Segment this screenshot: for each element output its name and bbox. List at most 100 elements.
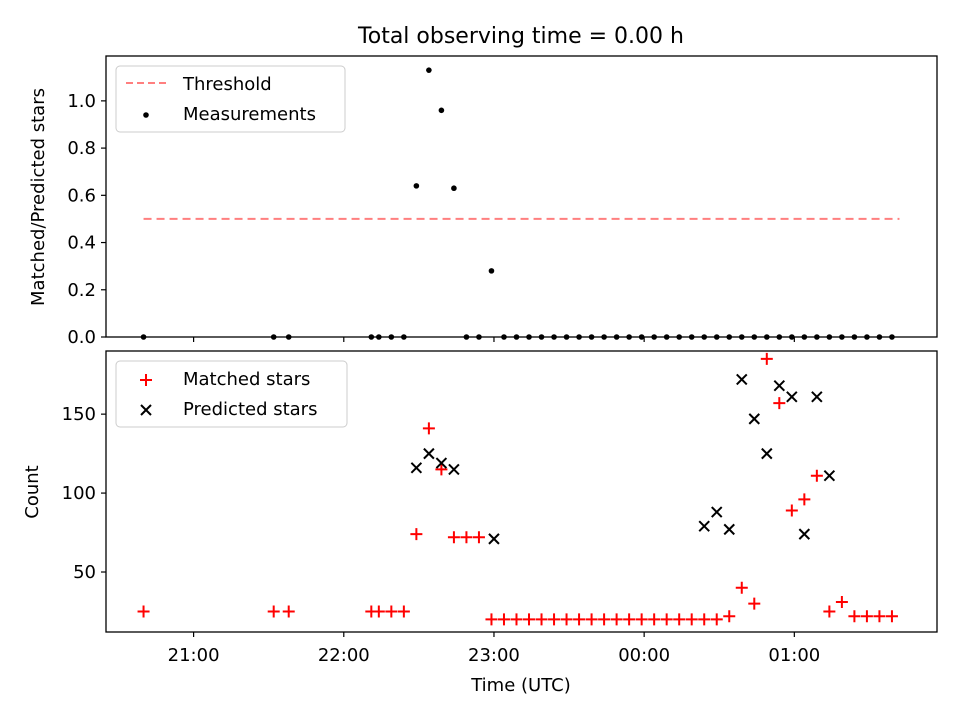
- predicted-stars-point: [786, 391, 798, 403]
- predicted-legend-marker: [140, 404, 152, 416]
- xtick-label: 22:00: [318, 645, 370, 666]
- matched-stars-point: [585, 613, 598, 626]
- top-ytick-label: 0.6: [67, 185, 96, 206]
- top-ytick-label: 0.4: [67, 233, 96, 254]
- threshold-legend-label: Threshold: [182, 74, 272, 95]
- matched-stars-point: [635, 613, 648, 626]
- x-axis-label: Time (UTC): [470, 675, 571, 696]
- matched-stars-point: [598, 613, 611, 626]
- top-ytick-label: 1.0: [67, 91, 96, 112]
- predicted-legend-label: Predicted stars: [183, 399, 317, 420]
- matched-stars-point: [860, 610, 873, 623]
- bottom-ylabel: Count: [22, 465, 43, 518]
- matched-stars-point: [698, 613, 711, 626]
- matched-stars-point: [810, 469, 823, 482]
- predicted-stars-point: [723, 523, 735, 536]
- predicted-stars-point: [773, 380, 786, 392]
- top-legend-box: [115, 65, 346, 133]
- bottom-panel: Count 21:00 22:00 23:00 00:00 01:0050100150 …: [22, 350, 938, 696]
- matched-stars-point: [648, 613, 661, 626]
- predicted-stars-point: [798, 528, 811, 540]
- measurements-legend-marker: [143, 112, 149, 118]
- matched-stars-point: [447, 531, 460, 544]
- measurement-point: [413, 183, 420, 189]
- predicted-stars-point: [488, 533, 500, 545]
- predicted-stars-point: [748, 413, 760, 425]
- bottom-ytick-label: 50: [73, 562, 96, 583]
- predicted-stars-point: [410, 462, 423, 474]
- matched-stars-point: [372, 605, 385, 618]
- matched-stars-point: [848, 610, 861, 623]
- bottom-ytick-label: 100: [62, 483, 96, 504]
- top-plot-area: 0.0 0.2 0.4 0.6 0.8 1.0: [67, 67, 900, 348]
- predicted-stars-point: [736, 373, 748, 386]
- top-ylabel: Matched/Predicted stars: [28, 88, 49, 306]
- matched-stars-point: [385, 605, 398, 618]
- matched-stars-point: [685, 613, 698, 626]
- matched-stars-point: [673, 613, 686, 626]
- matched-stars-point: [560, 613, 573, 626]
- xtick-label: 00:00: [618, 645, 670, 666]
- matched-stars-point: [497, 613, 510, 626]
- bottom-plot-area: 21:00 22:00 23:00 00:00 01:00 50 100 150: [62, 352, 898, 666]
- matched-stars-point: [573, 613, 586, 626]
- predicted-stars-point: [711, 506, 723, 518]
- xtick-label: 01:00: [768, 645, 820, 666]
- measurement-point: [438, 107, 445, 114]
- matched-stars-point: [610, 613, 623, 626]
- bottom-legend: Matched stars Predicted stars: [115, 360, 348, 428]
- matched-stars-point: [785, 504, 798, 517]
- matched-stars-point: [422, 422, 435, 435]
- top-axes-frame: [105, 55, 938, 338]
- predicted-stars-point: [448, 463, 460, 476]
- matched-stars-point: [723, 610, 736, 623]
- matched-stars-point: [510, 613, 523, 626]
- top-panel: Matched/Predicted stars 0.0 0.2 0.4 0.6 0.8 1…: [28, 55, 938, 348]
- measurements-legend-label: Measurements: [183, 104, 316, 125]
- matched-legend-marker: [140, 374, 152, 386]
- matched-stars-point: [460, 531, 473, 544]
- matched-stars-point: [773, 397, 786, 410]
- bottom-axes-frame: [105, 350, 938, 633]
- top-ytick-label: 0.0: [67, 327, 96, 348]
- matched-stars-point: [735, 581, 748, 594]
- matched-stars-point: [535, 613, 548, 626]
- matched-stars-point: [267, 605, 280, 618]
- matched-stars-point: [485, 613, 498, 626]
- measurement-point: [451, 185, 457, 192]
- matched-stars-point: [410, 528, 423, 541]
- matched-stars-point: [282, 605, 295, 618]
- measurement-point: [426, 67, 432, 73]
- matched-stars-point: [523, 613, 536, 626]
- xtick-label: 21:00: [168, 645, 220, 666]
- matched-stars-point: [885, 610, 898, 623]
- predicted-stars-point: [423, 447, 435, 460]
- bottom-legend-box: [115, 360, 348, 428]
- figure-title: Total observing time = 0.00 h: [357, 24, 684, 49]
- top-ytick-label: 0.2: [67, 280, 96, 301]
- matched-legend-label: Matched stars: [183, 369, 310, 390]
- matched-stars-point: [873, 610, 886, 623]
- matched-stars-point: [748, 597, 761, 610]
- matched-stars-point: [623, 613, 636, 626]
- top-ytick-label: 0.8: [67, 138, 96, 159]
- matched-stars-point: [760, 352, 773, 365]
- bottom-ytick-label: 150: [62, 404, 96, 425]
- matched-stars-point: [823, 605, 836, 618]
- predicted-stars-point: [698, 520, 710, 532]
- measurement-point: [488, 268, 495, 274]
- predicted-stars-point: [811, 391, 823, 403]
- top-legend: Threshold Measurements: [115, 65, 346, 133]
- matched-stars-point: [548, 613, 561, 626]
- matched-stars-point: [472, 531, 485, 544]
- matched-stars-point: [710, 613, 723, 626]
- predicted-stars-point: [761, 447, 773, 460]
- matched-stars-point: [798, 493, 811, 506]
- matched-stars-point: [835, 596, 848, 609]
- predicted-stars-point: [435, 457, 448, 469]
- xtick-label: 23:00: [468, 645, 520, 666]
- matched-stars-point: [435, 463, 448, 476]
- matched-stars-point: [137, 605, 150, 618]
- predicted-stars-point: [823, 470, 836, 482]
